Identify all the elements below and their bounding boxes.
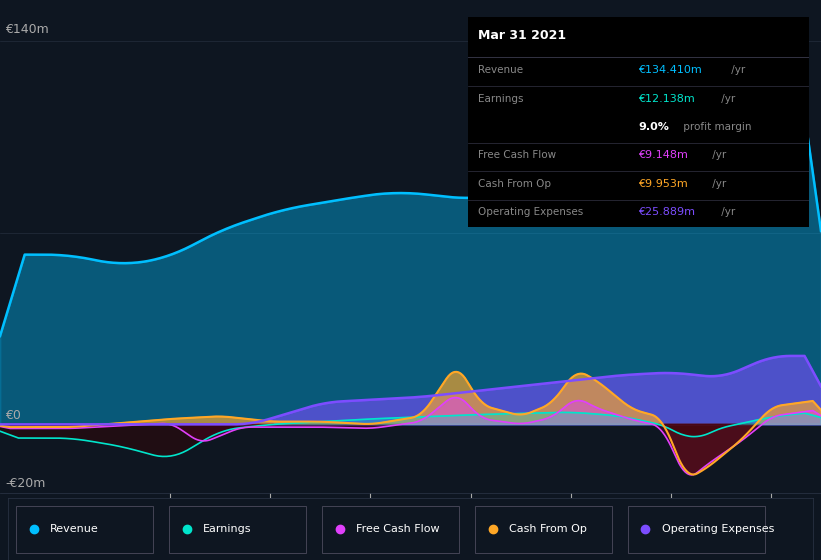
Text: 9.0%: 9.0% bbox=[639, 122, 669, 132]
Text: profit margin: profit margin bbox=[680, 122, 751, 132]
Text: €0: €0 bbox=[5, 409, 21, 422]
Text: Earnings: Earnings bbox=[203, 524, 251, 534]
Text: Operating Expenses: Operating Expenses bbox=[662, 524, 774, 534]
Text: €12.138m: €12.138m bbox=[639, 94, 695, 104]
Text: /yr: /yr bbox=[718, 94, 736, 104]
Text: Revenue: Revenue bbox=[50, 524, 99, 534]
Text: Cash From Op: Cash From Op bbox=[509, 524, 586, 534]
Text: €140m: €140m bbox=[5, 22, 48, 36]
Text: Mar 31 2021: Mar 31 2021 bbox=[478, 30, 566, 43]
Text: /yr: /yr bbox=[709, 151, 726, 160]
Text: €25.889m: €25.889m bbox=[639, 207, 695, 217]
Text: €134.410m: €134.410m bbox=[639, 66, 702, 76]
Text: Earnings: Earnings bbox=[478, 94, 524, 104]
Text: Cash From Op: Cash From Op bbox=[478, 179, 551, 189]
Text: €9.953m: €9.953m bbox=[639, 179, 688, 189]
Text: /yr: /yr bbox=[718, 207, 736, 217]
Text: Free Cash Flow: Free Cash Flow bbox=[478, 151, 557, 160]
Text: Revenue: Revenue bbox=[478, 66, 523, 76]
Text: €9.148m: €9.148m bbox=[639, 151, 688, 160]
Text: -€20m: -€20m bbox=[5, 477, 45, 490]
Text: /yr: /yr bbox=[709, 179, 726, 189]
Text: Free Cash Flow: Free Cash Flow bbox=[355, 524, 439, 534]
Text: Operating Expenses: Operating Expenses bbox=[478, 207, 584, 217]
Text: /yr: /yr bbox=[727, 66, 745, 76]
